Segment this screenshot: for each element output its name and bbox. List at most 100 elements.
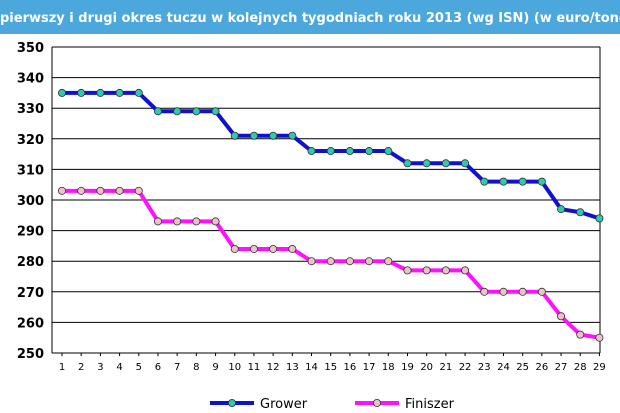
- x-tick-label: 11: [248, 362, 261, 373]
- data-point-finiszer: [422, 266, 431, 275]
- data-point-finiszer: [345, 257, 354, 266]
- y-tick-label: 300: [17, 194, 44, 209]
- x-tick-label: 19: [401, 362, 414, 373]
- data-point-grower: [595, 214, 604, 223]
- data-point-grower: [403, 159, 412, 168]
- data-point-grower: [211, 107, 220, 116]
- x-tick-label: 9: [212, 362, 218, 373]
- y-tick-label: 280: [17, 255, 44, 270]
- data-point-finiszer: [269, 244, 278, 253]
- data-point-grower: [288, 131, 297, 140]
- series-grower: [58, 88, 604, 223]
- data-point-grower: [153, 107, 162, 116]
- data-point-finiszer: [403, 266, 412, 275]
- data-point-finiszer: [480, 287, 489, 296]
- x-tick-label: 25: [516, 362, 529, 373]
- data-point-grower: [537, 177, 546, 186]
- x-tick-label: 29: [593, 362, 606, 373]
- x-tick-label: 7: [174, 362, 180, 373]
- data-point-finiszer: [192, 217, 201, 226]
- y-tick-label: 270: [17, 286, 44, 301]
- x-tick-label: 20: [420, 362, 433, 373]
- data-point-grower: [326, 147, 335, 156]
- data-point-grower: [384, 147, 393, 156]
- y-tick-label: 340: [17, 72, 44, 87]
- data-point-grower: [557, 205, 566, 214]
- x-tick-label: 3: [97, 362, 103, 373]
- x-tick-label: 21: [440, 362, 453, 373]
- data-point-grower: [422, 159, 431, 168]
- data-point-finiszer: [499, 287, 508, 296]
- x-tick-label: 8: [193, 362, 199, 373]
- data-point-grower: [77, 88, 86, 97]
- y-tick-label: 330: [17, 102, 44, 117]
- x-tick-label: 5: [136, 362, 142, 373]
- data-point-finiszer: [537, 287, 546, 296]
- x-tick-label: 10: [228, 362, 241, 373]
- data-point-grower: [576, 208, 585, 217]
- legend-marker-grower: [227, 398, 236, 407]
- y-axis: 250 260 270 280 290 300 310 320 330 340 350: [17, 41, 44, 362]
- data-point-finiszer: [249, 244, 258, 253]
- x-tick-label: 13: [286, 362, 299, 373]
- legend-label-grower: Grower: [260, 397, 308, 412]
- legend-item-grower: Grower: [210, 397, 308, 412]
- data-point-grower: [480, 177, 489, 186]
- data-point-finiszer: [365, 257, 374, 266]
- data-point-finiszer: [307, 257, 316, 266]
- x-tick-label: 28: [574, 362, 587, 373]
- x-tick-label: 17: [363, 362, 376, 373]
- data-point-finiszer: [326, 257, 335, 266]
- y-tick-label: 350: [17, 41, 44, 56]
- data-point-grower: [96, 88, 105, 97]
- data-point-finiszer: [518, 287, 527, 296]
- chart-title: pierwszy i drugi okres tuczu w kolejnych…: [0, 11, 620, 26]
- data-point-grower: [134, 88, 143, 97]
- x-tick-label: 12: [267, 362, 280, 373]
- y-tick-label: 260: [17, 316, 44, 331]
- x-tick-label: 4: [116, 362, 122, 373]
- data-point-grower: [230, 131, 239, 140]
- legend-item-finiszer: Finiszer: [355, 397, 455, 412]
- data-point-finiszer: [557, 312, 566, 321]
- data-point-grower: [192, 107, 201, 116]
- y-tick-label: 290: [17, 225, 44, 240]
- x-tick-label: 14: [305, 362, 318, 373]
- x-tick-label: 27: [555, 362, 568, 373]
- data-point-grower: [499, 177, 508, 186]
- data-point-finiszer: [211, 217, 220, 226]
- data-point-grower: [58, 88, 67, 97]
- series: [58, 88, 604, 342]
- legend-marker-finiszer: [372, 398, 381, 407]
- data-point-finiszer: [153, 217, 162, 226]
- data-point-finiszer: [134, 186, 143, 195]
- x-tick-label: 16: [344, 362, 357, 373]
- data-point-finiszer: [115, 186, 124, 195]
- data-point-grower: [345, 147, 354, 156]
- x-tick-label: 24: [497, 362, 510, 373]
- data-point-grower: [173, 107, 182, 116]
- x-tick-label: 15: [324, 362, 337, 373]
- x-tick-label: 26: [535, 362, 548, 373]
- title-band: pierwszy i drugi okres tuczu w kolejnych…: [0, 0, 620, 34]
- data-point-grower: [115, 88, 124, 97]
- data-point-finiszer: [230, 244, 239, 253]
- data-point-finiszer: [96, 186, 105, 195]
- data-point-finiszer: [461, 266, 470, 275]
- data-point-finiszer: [288, 244, 297, 253]
- data-point-finiszer: [58, 186, 67, 195]
- data-point-grower: [461, 159, 470, 168]
- x-tick-label: 23: [478, 362, 491, 373]
- data-point-finiszer: [384, 257, 393, 266]
- data-point-grower: [518, 177, 527, 186]
- data-point-finiszer: [595, 333, 604, 342]
- y-tick-label: 250: [17, 347, 44, 362]
- series-finiszer: [58, 186, 604, 342]
- x-tick-label: 22: [459, 362, 472, 373]
- data-point-grower: [249, 131, 258, 140]
- x-tick-label: 6: [155, 362, 161, 373]
- x-axis: 1 2 3 4 5 6 7 8 9 10 11 12 13 14 15 16 17 18 19 20 21 22 23 24 2…: [59, 353, 606, 373]
- data-point-finiszer: [173, 217, 182, 226]
- data-point-finiszer: [441, 266, 450, 275]
